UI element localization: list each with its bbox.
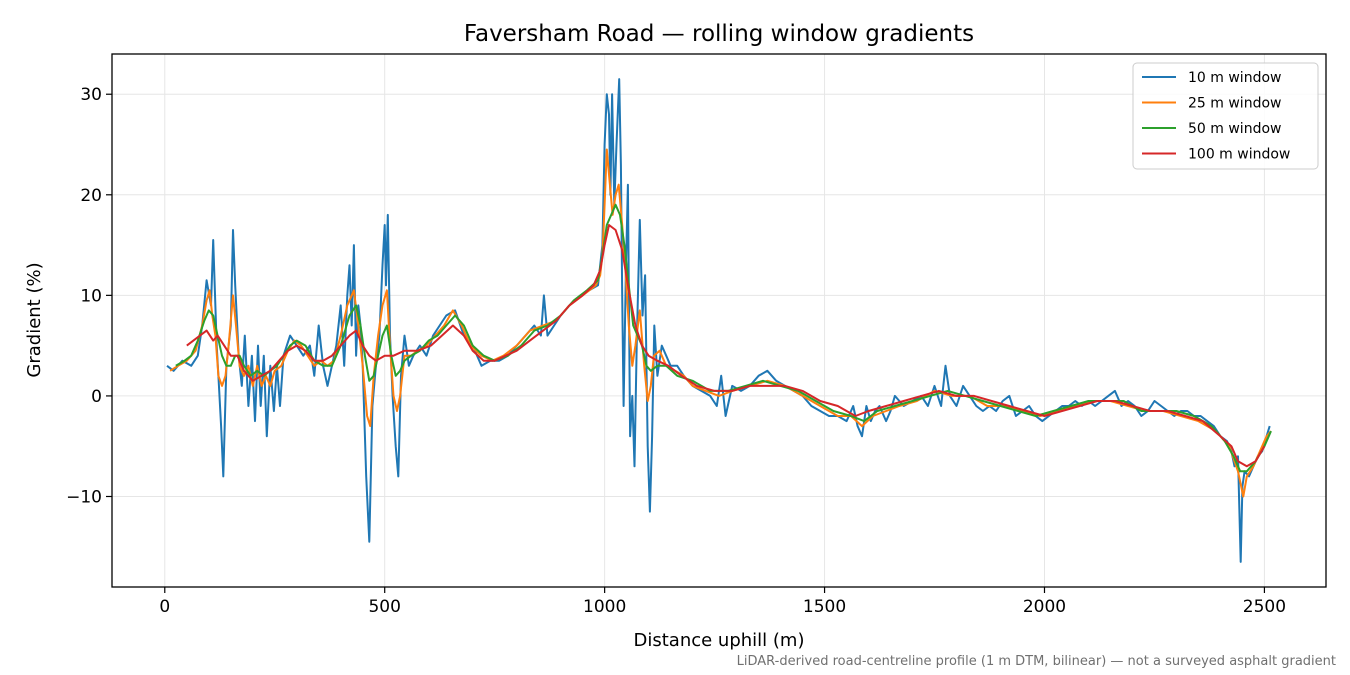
x-tick-label: 0	[159, 597, 170, 617]
x-tick-label: 1000	[583, 597, 626, 617]
y-axis-label: Gradient (%)	[24, 262, 45, 377]
series-lines	[166, 78, 1272, 563]
x-tick-label: 1500	[803, 597, 846, 617]
series-line-3	[175, 203, 1272, 473]
x-tick-label: 2000	[1023, 597, 1066, 617]
y-tick-label: 0	[91, 387, 102, 407]
x-tick-label: 2500	[1243, 597, 1286, 617]
legend-label-3: 50 m window	[1188, 121, 1281, 137]
x-axis-ticks: 0 500 1000 1500 2000 2500	[159, 587, 1286, 617]
y-tick-label: 30	[80, 85, 102, 105]
legend-box	[1132, 62, 1319, 170]
plot-frame	[111, 53, 1327, 588]
x-tick-label: 500	[368, 597, 400, 617]
series-line-1	[166, 78, 1271, 563]
y-tick-label: 10	[80, 286, 102, 306]
series-line-2	[169, 148, 1272, 498]
footnote: LiDAR-derived road-centreline profile (1…	[737, 654, 1336, 669]
legend: 10 m window 25 m window 50 m window 100 m w…	[1132, 62, 1319, 170]
y-tick-label: −10	[66, 487, 102, 507]
series-line-4	[186, 224, 1266, 468]
y-axis-ticks: −10 0 10 20 30	[66, 85, 112, 507]
legend-label-4: 100 m window	[1188, 147, 1290, 163]
chart-title: Faversham Road — rolling window gradient…	[464, 21, 974, 47]
legend-label-1: 10 m window	[1188, 70, 1281, 86]
y-tick-label: 20	[80, 186, 102, 206]
legend-label-2: 25 m window	[1188, 96, 1281, 112]
x-axis-label: Distance uphill (m)	[634, 630, 805, 651]
